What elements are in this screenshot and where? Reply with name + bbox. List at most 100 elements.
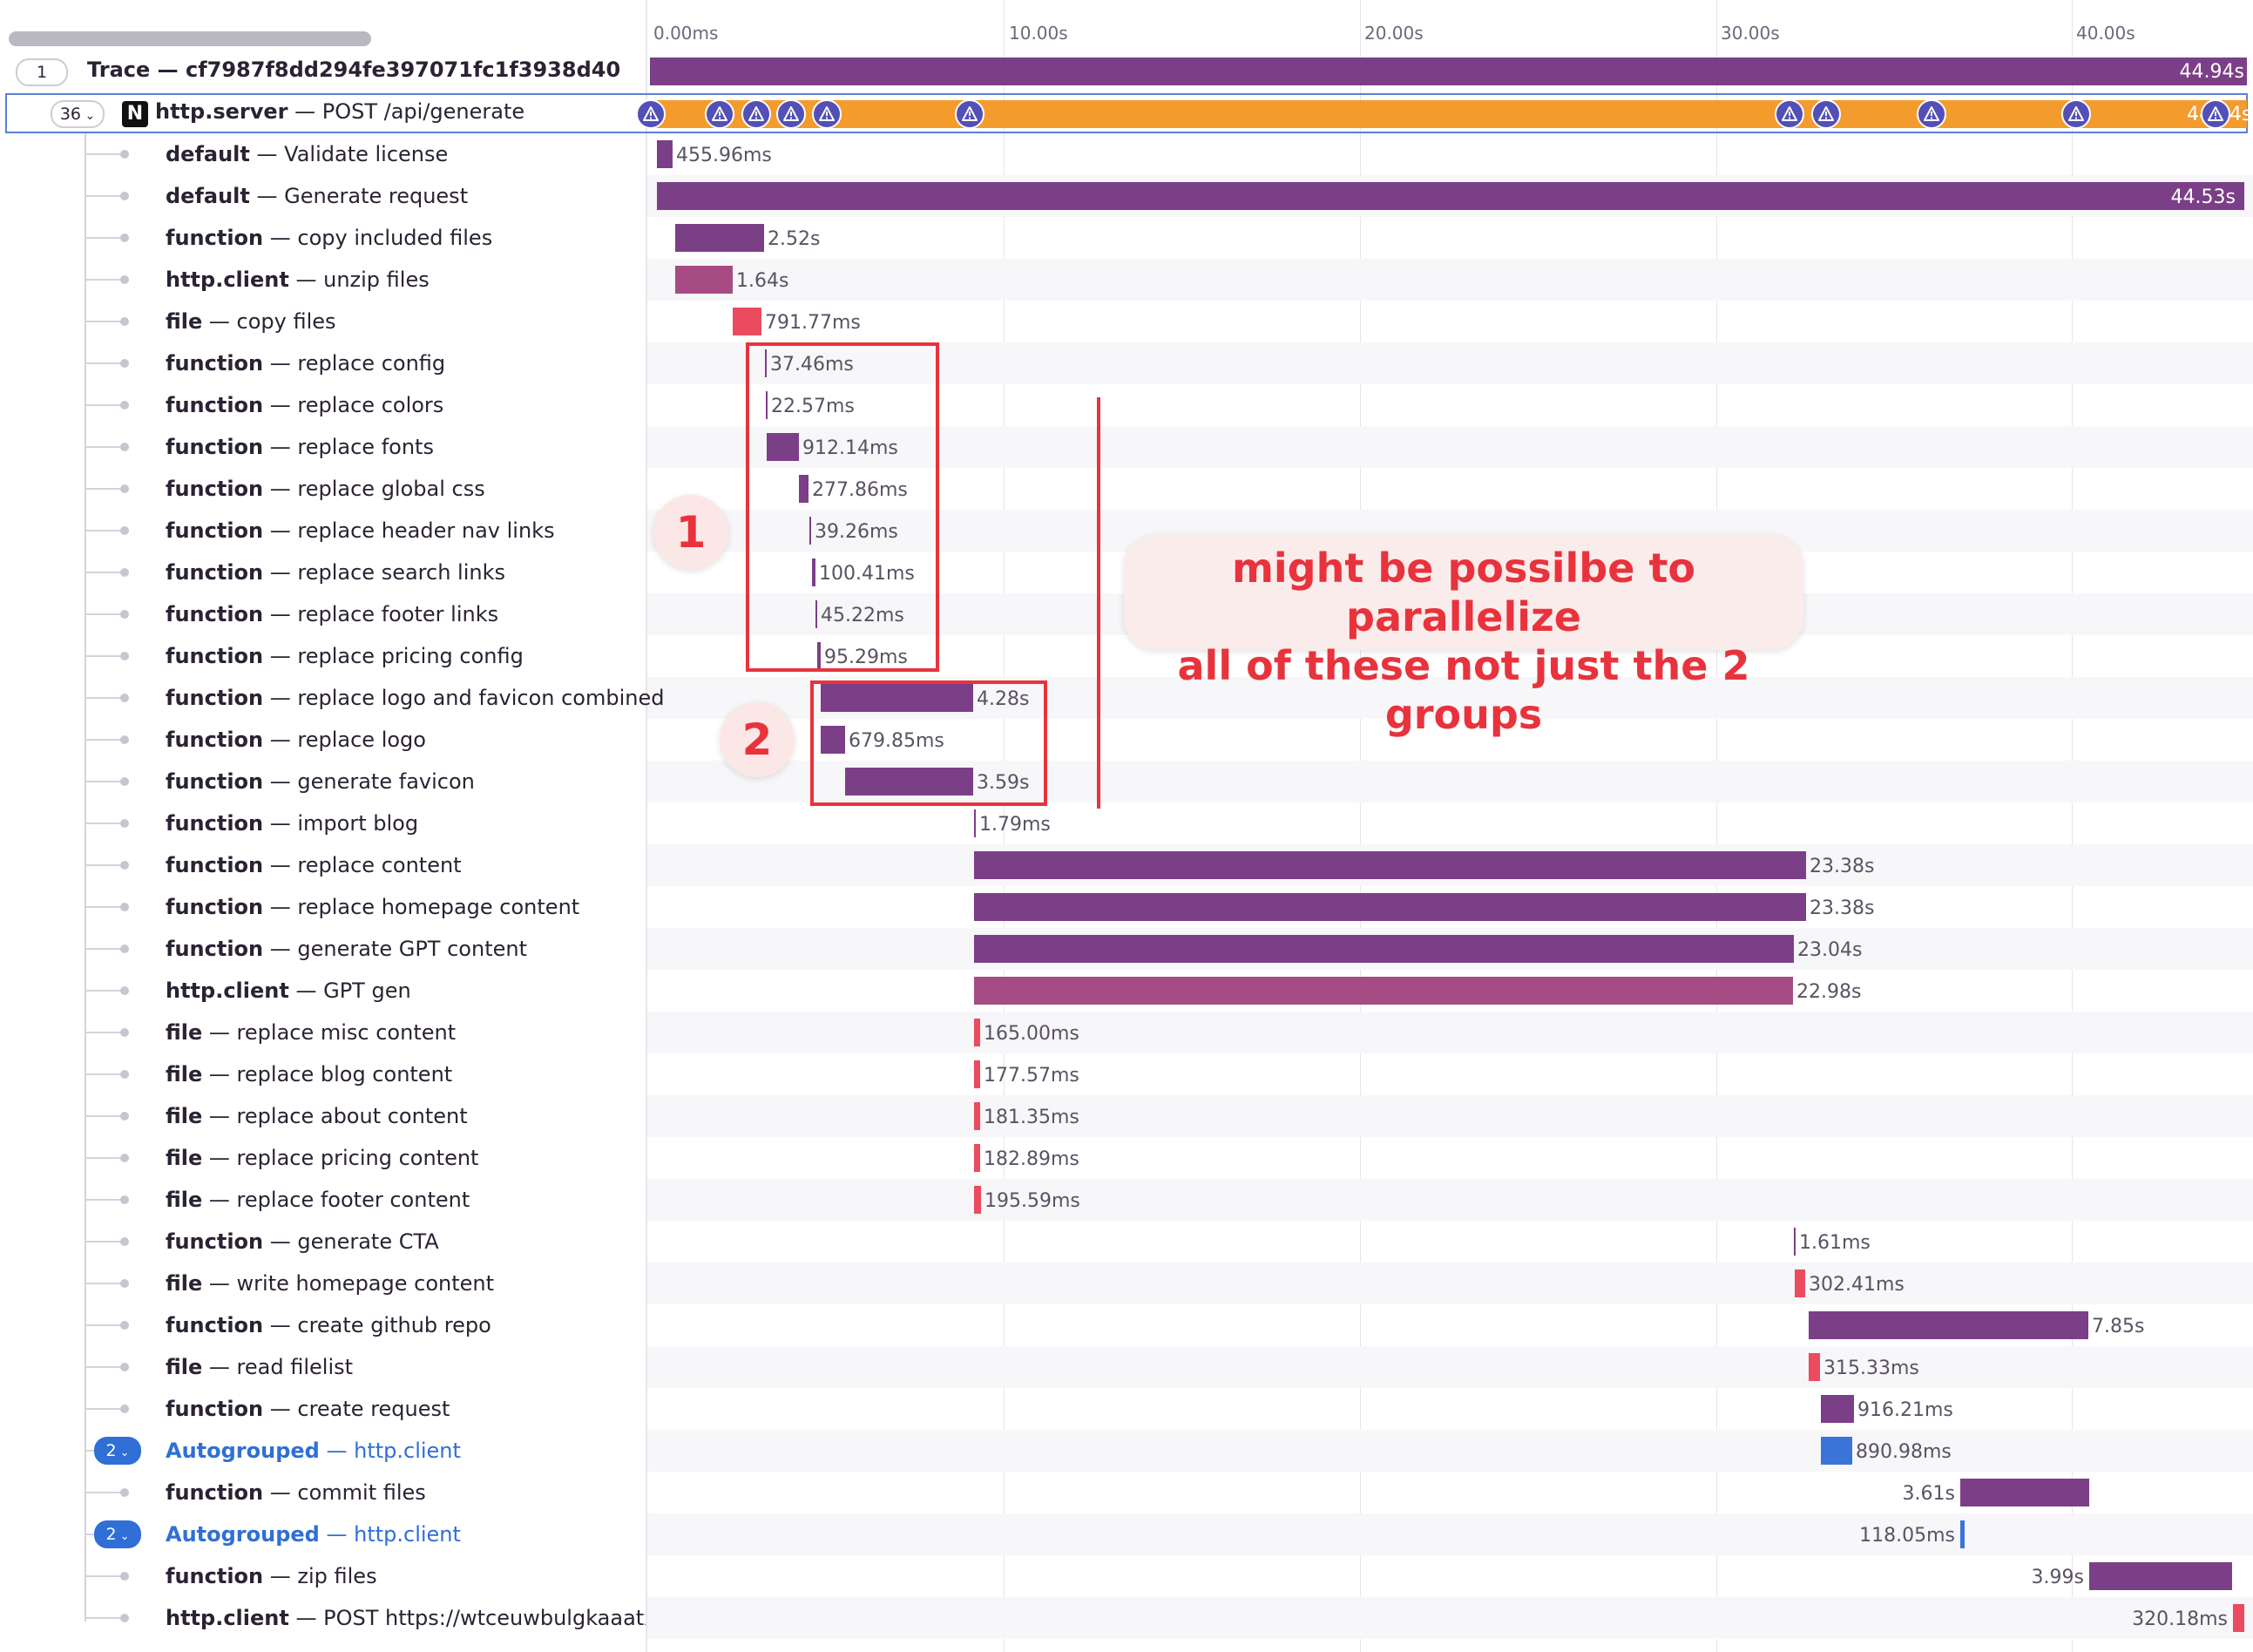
span-label[interactable]: function — replace pricing config	[166, 644, 524, 668]
span-bar[interactable]	[657, 140, 673, 168]
span-label[interactable]: function — commit files	[166, 1480, 426, 1505]
root-span-bar[interactable]	[650, 100, 2247, 128]
autogroup-count-pill[interactable]: 2 ⌄	[94, 1437, 141, 1465]
group2-number: 2	[720, 702, 795, 777]
warning-icon[interactable]	[1917, 99, 1946, 129]
warning-icon[interactable]	[1775, 99, 1804, 129]
span-bar[interactable]	[675, 266, 733, 294]
span-label[interactable]: function — replace logo	[166, 728, 426, 752]
span-label[interactable]: function — replace logo and favicon comb…	[166, 686, 664, 710]
span-bar[interactable]	[1795, 1269, 1805, 1297]
span-label[interactable]: file — replace pricing content	[166, 1146, 478, 1170]
timeline-tick: 20.00s	[1364, 23, 1424, 44]
span-label[interactable]: function — generate favicon	[166, 769, 475, 794]
warning-icon[interactable]	[2061, 99, 2091, 129]
span-label[interactable]: file — replace misc content	[166, 1020, 456, 1045]
span-bar[interactable]	[809, 517, 811, 545]
span-label[interactable]: function — generate GPT content	[166, 937, 527, 961]
span-label[interactable]: file — replace blog content	[166, 1062, 452, 1087]
span-bar[interactable]	[1960, 1479, 2089, 1506]
span-bar[interactable]	[974, 893, 1806, 921]
span-label[interactable]: function — generate CTA	[166, 1229, 439, 1254]
span-bar[interactable]	[1821, 1395, 1854, 1423]
span-label[interactable]: function — replace colors	[166, 393, 443, 417]
span-bar[interactable]	[974, 1186, 981, 1214]
warning-icon[interactable]	[2201, 99, 2230, 129]
span-bar[interactable]	[766, 391, 768, 419]
span-label[interactable]: http.client — unzip files	[166, 267, 430, 292]
span-bar[interactable]	[974, 935, 1794, 963]
pane-divider[interactable]	[646, 0, 647, 1652]
span-bar[interactable]	[767, 433, 799, 461]
span-label[interactable]: Autogrouped — http.client	[166, 1439, 461, 1463]
root-count-pill[interactable]: 36 ⌄	[51, 100, 105, 128]
span-bar[interactable]	[765, 349, 767, 377]
span-bar[interactable]	[2233, 1604, 2244, 1632]
warning-icon[interactable]	[1811, 99, 1841, 129]
span-label[interactable]: function — replace search links	[166, 560, 505, 585]
span-bar[interactable]	[657, 182, 2244, 210]
span-bar[interactable]	[974, 1102, 980, 1130]
span-label[interactable]: default — Generate request	[166, 184, 468, 208]
span-label[interactable]: file — write homepage content	[166, 1271, 494, 1296]
warning-icon[interactable]	[741, 99, 771, 129]
span-bar[interactable]	[799, 475, 809, 503]
span-bar[interactable]	[845, 768, 973, 796]
autogroup-count-pill[interactable]: 2 ⌄	[94, 1520, 141, 1548]
span-label[interactable]: function — replace footer links	[166, 602, 498, 626]
span-label[interactable]: function — replace global css	[166, 477, 485, 501]
span-bar[interactable]	[1809, 1311, 2088, 1339]
span-label[interactable]: file — copy files	[166, 309, 336, 334]
span-label[interactable]: function — zip files	[166, 1564, 377, 1588]
span-bar[interactable]	[974, 1144, 980, 1172]
span-bar[interactable]	[1809, 1353, 1820, 1381]
warning-icon[interactable]	[636, 99, 666, 129]
span-label[interactable]: function — create github repo	[166, 1313, 491, 1337]
root-span-label[interactable]: http.server — POST /api/generate	[155, 99, 524, 124]
span-bar[interactable]	[1960, 1520, 1965, 1548]
span-label[interactable]: function — replace header nav links	[166, 518, 555, 543]
span-bar[interactable]	[733, 308, 761, 335]
autogroup-count: 2	[105, 1525, 117, 1544]
trace-count-pill[interactable]: 1	[16, 58, 68, 86]
span-label[interactable]: function — create request	[166, 1397, 450, 1421]
span-label[interactable]: function — replace config	[166, 351, 445, 376]
span-bar[interactable]	[821, 684, 973, 712]
span-label[interactable]: file — replace footer content	[166, 1188, 470, 1212]
span-label[interactable]: Autogrouped — http.client	[166, 1522, 461, 1547]
span-label[interactable]: http.client — POST https://wtceuwbulgkaa…	[166, 1606, 646, 1630]
span-bar[interactable]	[974, 851, 1806, 879]
span-label[interactable]: function — copy included files	[166, 226, 492, 250]
warning-icon[interactable]	[812, 99, 842, 129]
span-bar[interactable]	[815, 600, 817, 628]
span-bar[interactable]	[2089, 1562, 2232, 1590]
span-bar[interactable]	[974, 1019, 980, 1046]
span-label[interactable]: http.client — GPT gen	[166, 978, 411, 1003]
span-label[interactable]: file — replace about content	[166, 1104, 468, 1128]
timeline-tick: 0.00ms	[653, 23, 719, 44]
span-bar[interactable]	[974, 809, 976, 837]
warning-icon[interactable]	[776, 99, 806, 129]
span-label[interactable]: function — replace content	[166, 853, 462, 877]
span-duration: 195.59ms	[984, 1190, 1080, 1212]
span-bar[interactable]	[817, 642, 821, 670]
span-bar[interactable]	[1821, 1437, 1852, 1465]
span-label[interactable]: function — replace homepage content	[166, 895, 579, 919]
span-op: Autogrouped	[166, 1439, 320, 1463]
span-label[interactable]: file — read filelist	[166, 1355, 353, 1379]
span-label[interactable]: function — import blog	[166, 811, 418, 836]
warning-icon[interactable]	[955, 99, 984, 129]
span-bar[interactable]	[974, 1060, 980, 1088]
group2-highlight	[810, 680, 1047, 806]
span-bar[interactable]	[812, 559, 815, 586]
span-label[interactable]: default — Validate license	[166, 142, 448, 166]
span-label[interactable]: function — replace fonts	[166, 435, 434, 459]
span-bar[interactable]	[974, 977, 1793, 1005]
trace-bar[interactable]	[650, 58, 2247, 85]
span-bar[interactable]	[821, 726, 845, 754]
warning-icon[interactable]	[705, 99, 734, 129]
span-op: function	[166, 686, 264, 710]
span-bar[interactable]	[1794, 1228, 1796, 1256]
span-bar[interactable]	[675, 224, 764, 252]
horizontal-scrollbar[interactable]	[9, 31, 371, 46]
